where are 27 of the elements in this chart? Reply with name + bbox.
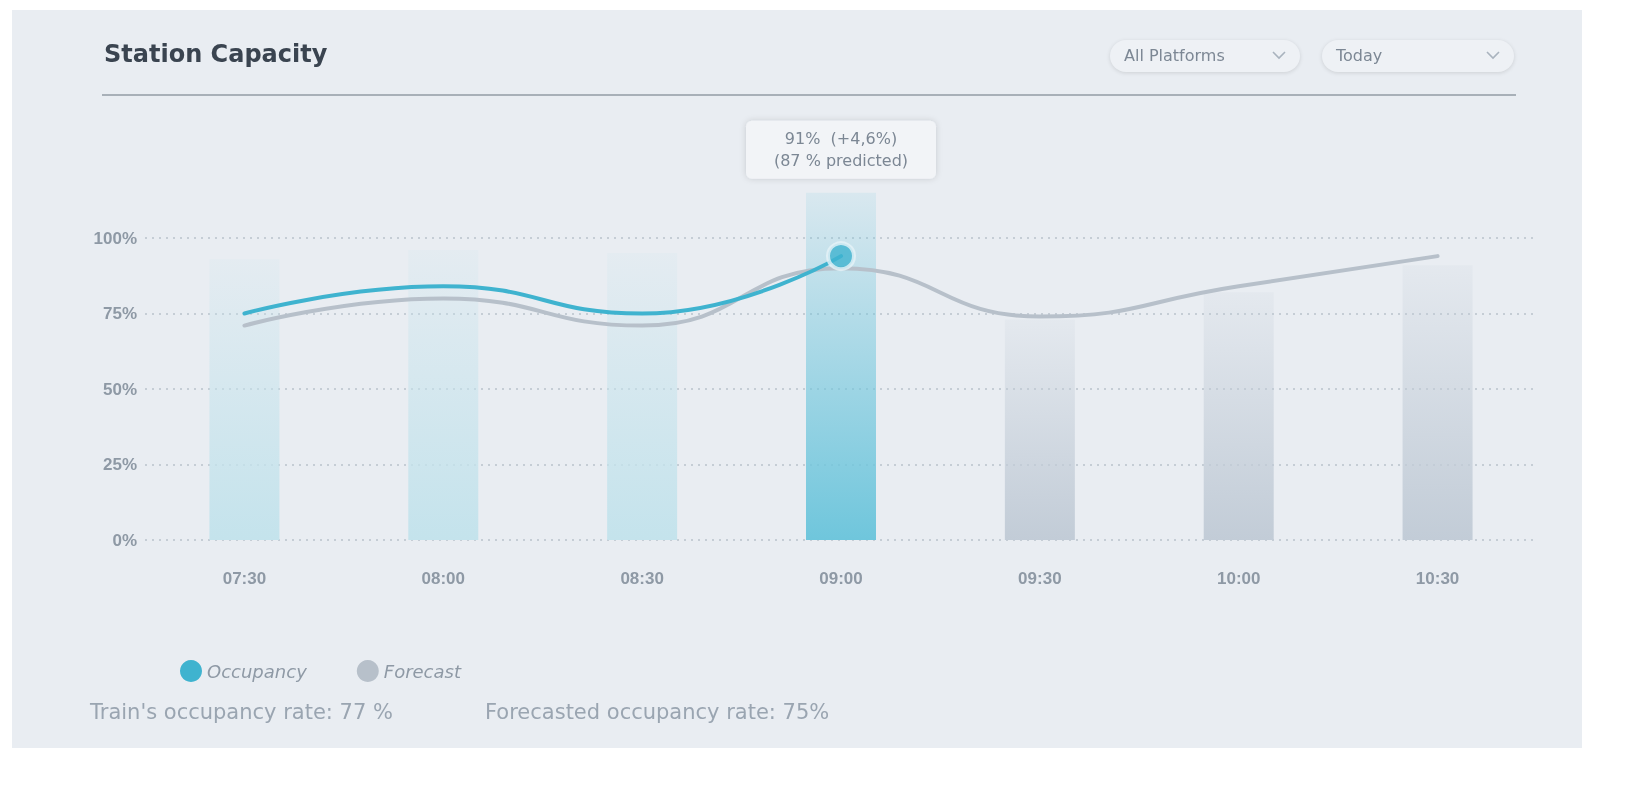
text: Forecasted occupancy rate: 75% xyxy=(485,700,830,724)
chart-title: Station Capacity xyxy=(104,40,328,68)
bar xyxy=(1203,292,1274,540)
bar xyxy=(1004,319,1075,540)
x-tick-label: 10:00 xyxy=(1216,569,1261,588)
bar xyxy=(806,192,876,540)
y-tick-label: 75% xyxy=(102,304,137,323)
x-tick-label: 10:30 xyxy=(1415,569,1460,588)
x-tick-label: 08:00 xyxy=(421,569,466,588)
legend-label: Forecast xyxy=(383,660,462,682)
bar xyxy=(607,253,678,540)
annotation: 91% (+4,6%) (87 % predicted) xyxy=(773,129,909,171)
text: Today xyxy=(1336,46,1383,65)
bar xyxy=(209,259,280,540)
text: Train's occupancy rate: 77 % xyxy=(90,700,393,724)
x-tick-label: 09:00 xyxy=(819,569,863,588)
x-tick-label: 07:30 xyxy=(222,569,267,588)
bar xyxy=(1402,265,1473,540)
x-tick-label: 09:30 xyxy=(1018,569,1062,588)
x-tick-label: 08:30 xyxy=(620,569,664,588)
y-tick-label: 0% xyxy=(112,530,137,550)
y-tick-label: 25% xyxy=(102,455,137,474)
y-tick-label: 100% xyxy=(93,228,137,248)
legend-label: Occupancy xyxy=(207,660,308,682)
bar xyxy=(408,250,479,540)
text: All Platforms xyxy=(1124,46,1225,65)
y-tick-label: 50% xyxy=(102,379,137,399)
